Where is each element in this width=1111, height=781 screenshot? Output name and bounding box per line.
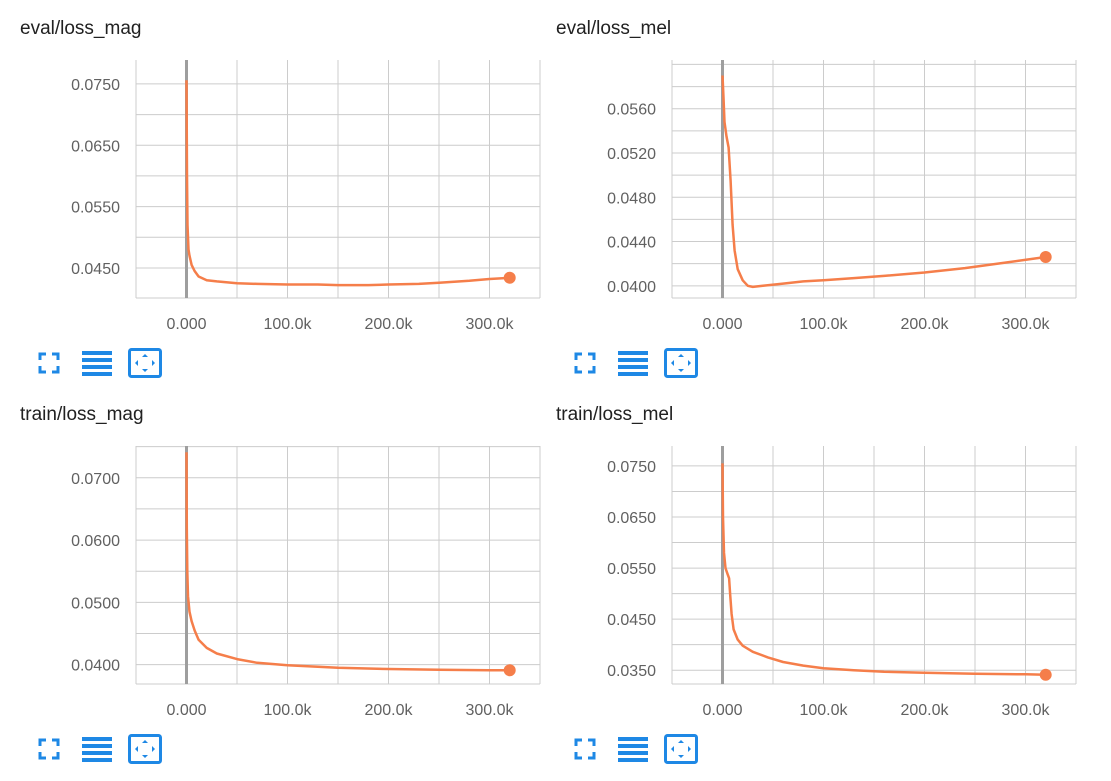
chart-controls [32,733,162,765]
y-tick-label: 0.0750 [71,77,120,94]
list-icon [618,351,648,376]
fit-domain-button[interactable] [664,733,698,765]
x-tick-label: 200.0k [364,316,413,330]
chart-title: eval/loss_mag [20,18,142,39]
fit-domain-button[interactable] [664,347,698,379]
chart-plot[interactable]: 0.0450 0.0550 0.0650 0.0750 0.000 100.0k 200.0… [20,0,560,330]
chart-plot[interactable]: 0.0400 0.0500 0.0600 0.0700 0.000 100.0k 200.0… [20,386,560,716]
y-tick-label: 0.0400 [607,279,656,296]
chart-controls [32,347,162,379]
list-icon [82,351,112,376]
chart-controls [568,347,698,379]
x-tick-label: 100.0k [799,702,848,716]
y-tick-label: 0.0450 [71,261,120,278]
toggle-log-scale-button[interactable] [616,347,650,379]
x-tick-label: 100.0k [263,702,312,716]
fullscreen-icon [38,352,60,374]
y-tick-label: 0.0650 [71,138,120,155]
fullscreen-icon [574,352,596,374]
fullscreen-icon [574,738,596,760]
fit-domain-icon [128,734,162,764]
y-tick-label: 0.0650 [607,510,656,527]
fit-domain-icon [128,348,162,378]
x-tick-label: 300.0k [465,702,514,716]
last-point-marker [1039,251,1052,264]
x-tick-label: 200.0k [900,316,949,330]
chart-card-eval-loss-mel: eval/loss_mel 0.0400 0.0440 0.0480 0.0520 0.… [556,0,1096,388]
list-icon [82,737,112,762]
series-line [185,452,510,672]
y-tick-label: 0.0350 [607,663,656,680]
y-tick-label: 0.0450 [607,612,656,629]
y-tick-label: 0.0550 [607,561,656,578]
last-point-marker [1039,668,1052,681]
x-tick-label: 0.000 [166,316,206,330]
toggle-log-scale-button[interactable] [616,733,650,765]
series-line [721,75,1046,289]
chart-card-eval-loss-mag: eval/loss_mag 0.0450 0.0550 0.0650 0.0750 0.… [20,0,560,388]
series-line [185,80,510,287]
x-tick-label: 300.0k [1001,316,1050,330]
y-tick-label: 0.0600 [71,533,120,550]
y-tick-label: 0.0560 [607,102,656,119]
last-point-marker [503,271,516,284]
x-tick-label: 0.000 [166,702,206,716]
fullscreen-button[interactable] [568,347,602,379]
chart-controls [568,733,698,765]
x-tick-label: 100.0k [799,316,848,330]
fullscreen-button[interactable] [32,733,66,765]
list-icon [618,737,648,762]
y-tick-label: 0.0500 [71,595,120,612]
chart-title: train/loss_mag [20,404,144,425]
chart-plot[interactable]: 0.0350 0.0450 0.0550 0.0650 0.0750 0.000 100.0… [556,386,1096,716]
y-tick-label: 0.0700 [71,471,120,488]
y-tick-label: 0.0400 [71,658,120,675]
x-tick-label: 300.0k [465,316,514,330]
x-tick-label: 100.0k [263,316,312,330]
x-tick-label: 200.0k [364,702,413,716]
fullscreen-button[interactable] [568,733,602,765]
last-point-marker [503,664,516,677]
fit-domain-button[interactable] [128,733,162,765]
fullscreen-button[interactable] [32,347,66,379]
chart-title: train/loss_mel [556,404,674,425]
y-tick-label: 0.0550 [71,200,120,217]
fit-domain-button[interactable] [128,347,162,379]
fullscreen-icon [38,738,60,760]
y-tick-label: 0.0520 [607,146,656,163]
fit-domain-icon [664,734,698,764]
x-tick-label: 0.000 [702,702,742,716]
y-tick-label: 0.0480 [607,190,656,207]
y-tick-label: 0.0440 [607,235,656,252]
toggle-log-scale-button[interactable] [80,733,114,765]
fit-domain-icon [664,348,698,378]
x-tick-label: 300.0k [1001,702,1050,716]
x-tick-label: 200.0k [900,702,949,716]
chart-title: eval/loss_mel [556,18,672,39]
y-tick-label: 0.0750 [607,459,656,476]
chart-card-train-loss-mag: train/loss_mag 0.0400 0.0500 0.0600 0.0700 0… [20,386,560,774]
chart-plot[interactable]: 0.0400 0.0440 0.0480 0.0520 0.0560 0.000 100.0… [556,0,1096,330]
x-tick-label: 0.000 [702,316,742,330]
toggle-log-scale-button[interactable] [80,347,114,379]
series-line [721,463,1046,677]
chart-card-train-loss-mel: train/loss_mel 0.0350 0.0450 0.0550 0.0650 0… [556,386,1096,774]
